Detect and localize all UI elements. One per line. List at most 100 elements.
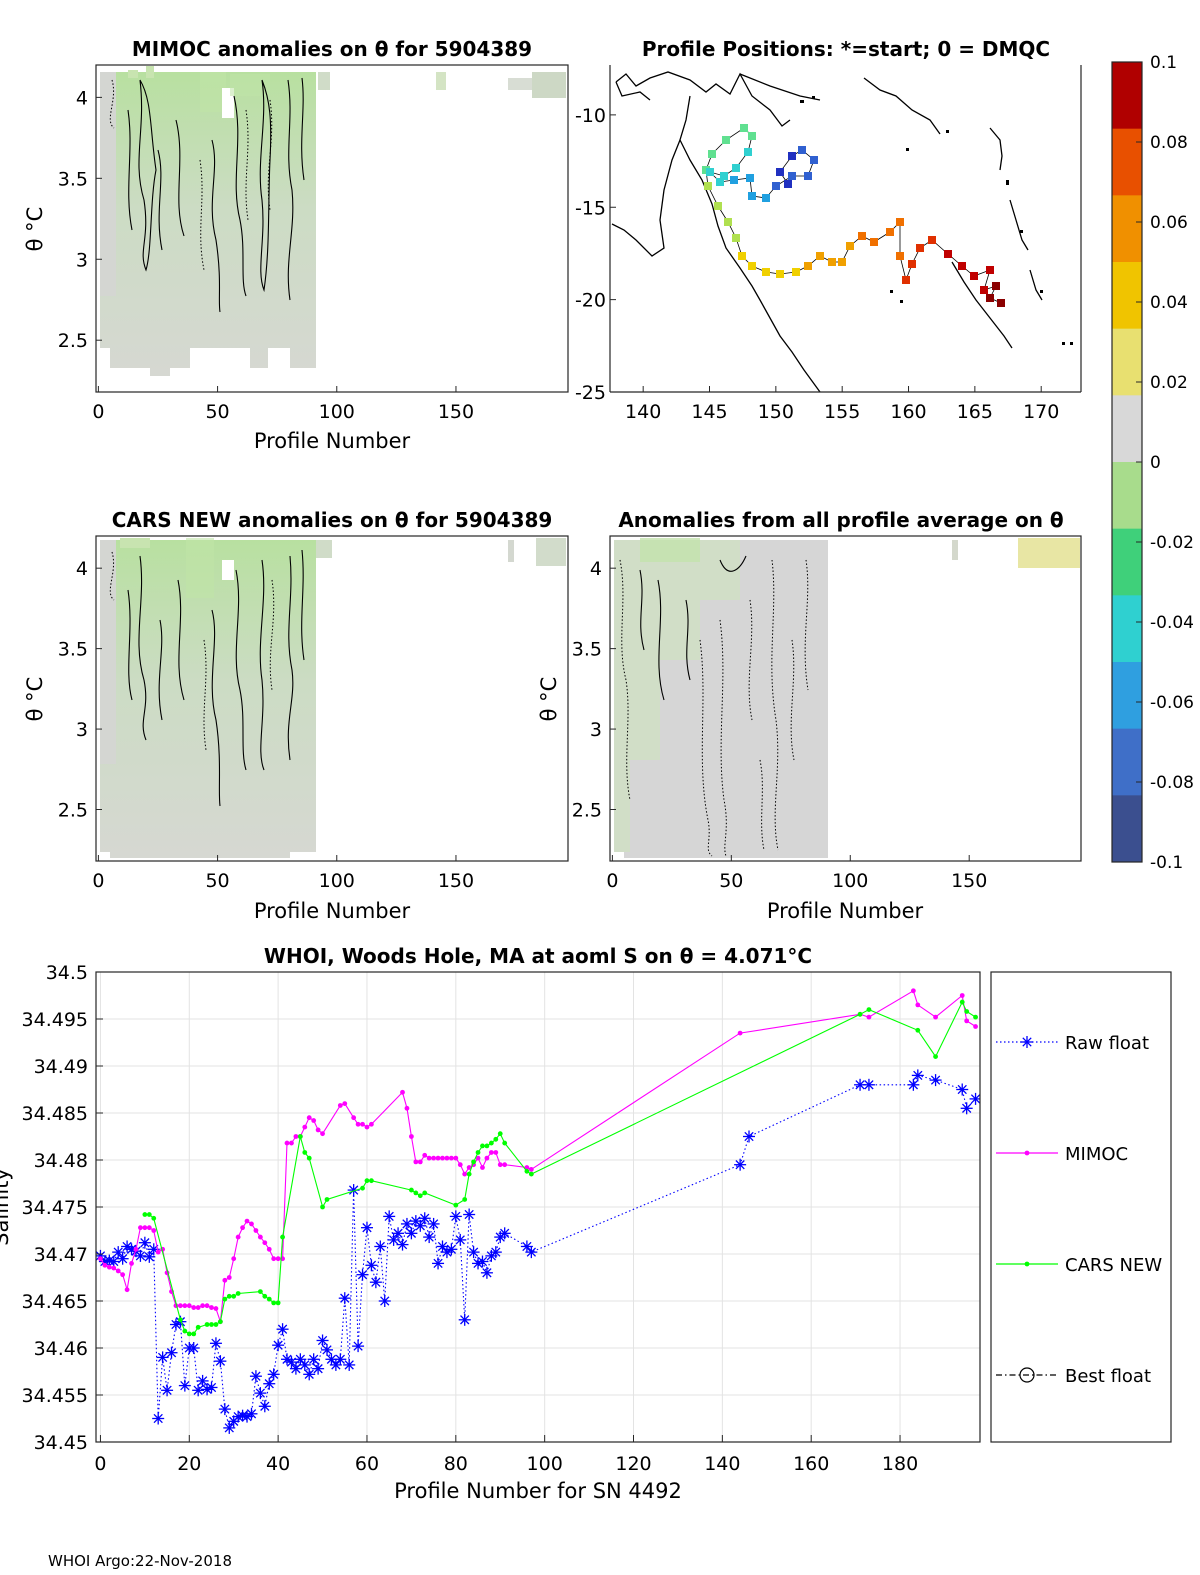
- track-point: [704, 182, 712, 190]
- track-point: [896, 252, 904, 260]
- raw-float-point: [245, 1407, 258, 1420]
- salinity-ytick-label: 34.455: [22, 1385, 88, 1407]
- raw-float-point: [907, 1078, 920, 1091]
- cars-new-point: [493, 1136, 499, 1142]
- cars-new-point: [297, 1134, 303, 1139]
- raw-float-point: [178, 1379, 191, 1392]
- cars-new-point: [222, 1296, 228, 1302]
- track-point: [908, 260, 916, 268]
- mimoc-point: [115, 1268, 121, 1274]
- cars-new-point: [142, 1212, 148, 1217]
- positions-xtick-label: 150: [758, 401, 794, 423]
- cars-ytick-label: 3.5: [58, 639, 88, 661]
- raw-float-point: [378, 1295, 391, 1307]
- mimoc-point: [369, 1121, 374, 1127]
- mimoc-point: [404, 1105, 410, 1111]
- raw-float-point: [223, 1421, 236, 1434]
- mimoc-ylabel: θ °C: [23, 207, 47, 252]
- mimoc-point: [191, 1305, 197, 1310]
- colorbar-band: [1112, 462, 1142, 530]
- cars-new-point: [360, 1185, 365, 1191]
- average-ytick-label: 2.5: [572, 800, 602, 822]
- cars-new-point: [217, 1319, 223, 1325]
- legend-swatch-marker: [1019, 1367, 1035, 1383]
- map-islands: [800, 96, 1073, 345]
- cars-new-point: [151, 1215, 157, 1221]
- mimoc-point: [231, 1256, 237, 1262]
- mimoc-point: [431, 1155, 437, 1161]
- mimoc-point: [466, 1165, 472, 1170]
- average-xlabel: Profile Number: [767, 899, 924, 923]
- mimoc-point: [528, 1167, 534, 1172]
- salinity-xtick-label: 160: [793, 1453, 829, 1475]
- salinity-xtick-label: 120: [615, 1453, 651, 1475]
- track-point: [928, 236, 936, 244]
- raw-float-point: [854, 1078, 867, 1091]
- legend-label: Raw float: [1065, 1033, 1149, 1054]
- cars-new-point: [453, 1202, 459, 1208]
- mimoc-point: [102, 1262, 108, 1268]
- raw-float-point: [960, 1102, 973, 1115]
- cars-new-point: [417, 1193, 423, 1199]
- track-point: [748, 262, 756, 270]
- cars-new-point: [302, 1150, 308, 1155]
- cars-new-point: [497, 1131, 503, 1137]
- cars-new-point: [369, 1178, 374, 1184]
- mimoc-point: [226, 1275, 232, 1280]
- track-point: [886, 228, 894, 236]
- raw-float-point: [374, 1240, 387, 1253]
- raw-float-point: [312, 1362, 325, 1375]
- colorbar-tick-label: -0.02: [1150, 533, 1194, 553]
- cars-new-point: [262, 1293, 268, 1299]
- raw-float-point: [929, 1074, 942, 1087]
- salinity-chart: WHOI, Woods Hole, MA at aoml S on θ = 4.…: [0, 944, 981, 1503]
- colorbar-tick-label: 0: [1150, 453, 1161, 473]
- mimoc-point: [364, 1124, 370, 1130]
- float-track: [702, 124, 1005, 307]
- average-axis-ticks: 0 50 100 150 2.5 3 3.5 4: [572, 558, 988, 892]
- salinity-xtick-label: 80: [444, 1453, 468, 1475]
- mimoc-xtick-label: 0: [92, 401, 104, 423]
- raw-float-point: [196, 1374, 209, 1387]
- raw-float-point: [489, 1246, 502, 1259]
- raw-float-point: [134, 1249, 147, 1262]
- raw-float-point: [480, 1266, 493, 1279]
- mimoc-point: [311, 1118, 317, 1123]
- raw-float-point: [165, 1346, 178, 1359]
- positions-xtick-label: 155: [824, 401, 860, 423]
- legend-item-raw-float: Raw float: [996, 1033, 1149, 1054]
- track-point: [744, 148, 752, 156]
- mimoc-point: [266, 1246, 272, 1252]
- colorbar-band: [1112, 662, 1142, 730]
- salinity-xtick-label: 60: [355, 1453, 379, 1475]
- panel-average-anomalies: Anomalies from all profile average on θ: [537, 508, 1082, 923]
- mimoc-point: [240, 1225, 245, 1231]
- raw-float-point: [423, 1231, 436, 1244]
- track-point: [810, 156, 818, 164]
- mimoc-point: [142, 1225, 148, 1231]
- positions-xtick-label: 145: [691, 401, 727, 423]
- mimoc-point: [351, 1115, 357, 1121]
- raw-float-point: [458, 1313, 471, 1326]
- cars-ytick-label: 4: [76, 558, 88, 580]
- mimoc-panel-title: MIMOC anomalies on θ for 5904389: [132, 37, 532, 61]
- cars-new-point: [466, 1171, 472, 1177]
- cars-new-point: [146, 1212, 152, 1217]
- raw-float-point: [218, 1403, 231, 1416]
- mimoc-xtick-label: 150: [438, 401, 474, 423]
- raw-float-point: [467, 1246, 480, 1259]
- cars-new-point: [280, 1234, 285, 1240]
- raw-float-point: [414, 1219, 427, 1232]
- raw-float-point: [405, 1227, 418, 1240]
- cars-new-point: [204, 1322, 210, 1327]
- track-point: [828, 258, 836, 266]
- salinity-ytick-label: 34.48: [34, 1150, 88, 1172]
- cars-new-point: [191, 1331, 197, 1337]
- mimoc-point: [355, 1121, 361, 1127]
- raw-float-point: [383, 1210, 396, 1223]
- mimoc-point: [737, 1030, 743, 1036]
- colorbar-tick-label: 0.02: [1150, 373, 1188, 393]
- mimoc-point: [275, 1256, 281, 1262]
- raw-float-point: [298, 1358, 311, 1371]
